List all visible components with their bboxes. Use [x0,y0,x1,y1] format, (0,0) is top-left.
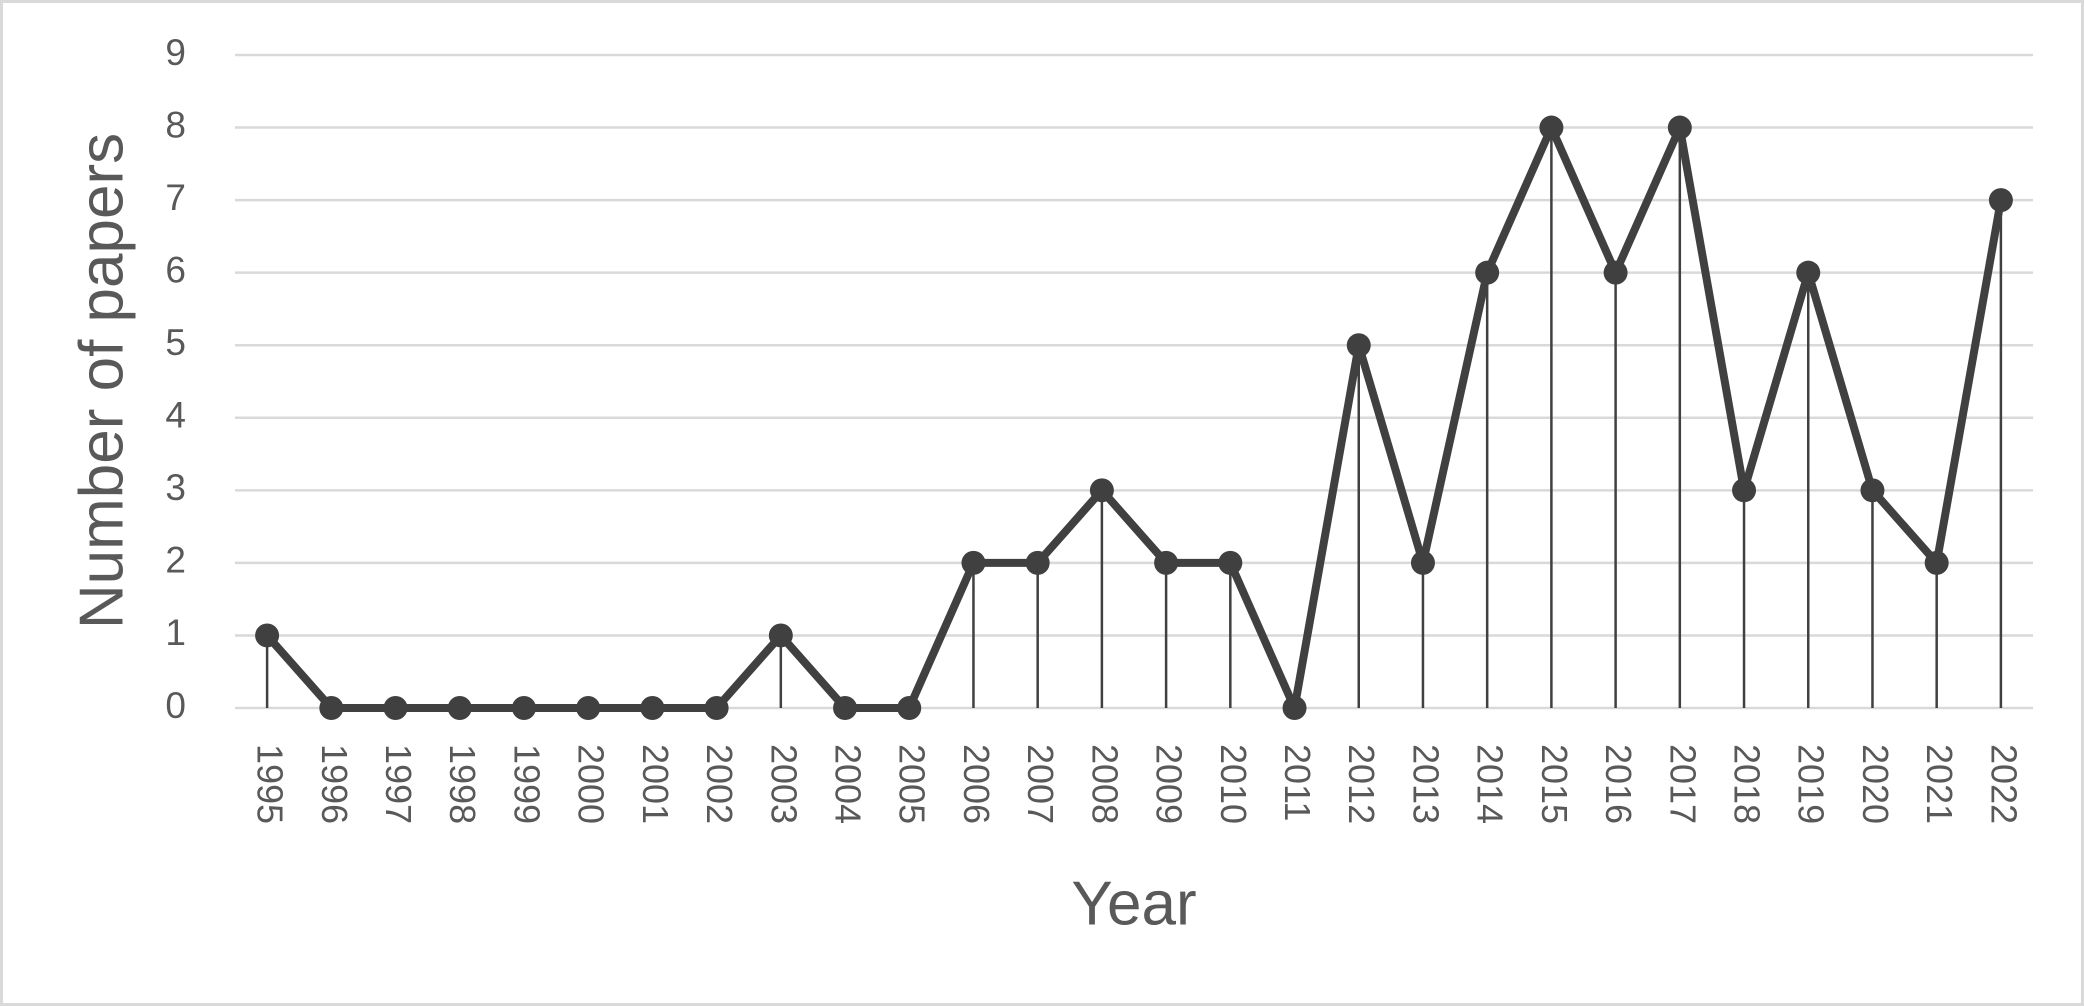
x-tick-label: 2020 [1855,744,1896,824]
y-tick-label: 7 [165,177,186,218]
y-tick-label: 9 [165,32,186,73]
data-point [1089,478,1114,503]
y-tick-label: 8 [165,104,186,145]
x-tick-label: 2002 [699,744,740,824]
x-tick-label: 2006 [956,744,997,824]
x-tick-label: 1997 [378,744,419,824]
x-tick-label: 2005 [892,744,933,824]
x-tick-label: 2013 [1405,744,1446,824]
data-point [511,696,536,720]
y-tick-label: 5 [165,322,186,363]
data-point [640,696,665,720]
x-axis-title: Year [1071,869,1196,938]
x-tick-label: 2010 [1213,744,1254,824]
data-point [1218,550,1243,575]
data-point [383,696,408,720]
x-tick-label: 1995 [250,744,291,824]
x-tick-label: 2009 [1149,744,1190,824]
data-point [704,696,729,720]
y-tick-label: 3 [165,467,186,508]
y-tick-label: 0 [165,685,186,726]
data-point [447,696,472,720]
x-tick-label: 1999 [506,744,547,824]
data-point [1475,260,1500,285]
data-point [1860,478,1885,503]
data-point [961,550,986,575]
x-tick-label: 2016 [1598,744,1639,824]
x-tick-label: 2014 [1470,744,1511,824]
data-point [1667,115,1692,140]
x-tick-label: 2015 [1534,744,1575,824]
data-point [1732,478,1757,503]
data-point [1603,260,1628,285]
x-tick-label: 2003 [763,744,804,824]
data-point [1924,550,1949,575]
x-tick-label: 2022 [1983,744,2024,824]
data-point [1410,550,1435,575]
data-point [897,696,922,720]
x-tick-label: 2021 [1919,744,1960,824]
data-point [1539,115,1564,140]
data-point [1988,188,2013,213]
x-tick-label: 2019 [1791,744,1832,824]
data-point [1796,260,1821,285]
x-tick-label: 1998 [442,744,483,824]
x-tick-label: 2007 [1020,744,1061,824]
data-point [1282,696,1307,720]
y-tick-label: 4 [165,395,186,436]
x-tick-label: 2012 [1341,744,1382,824]
data-point [1025,550,1050,575]
data-point [319,696,344,720]
data-point [833,696,858,720]
data-point [1154,550,1179,575]
x-tick-label: 2000 [571,744,612,824]
x-tick-label: 2018 [1727,744,1768,824]
x-tick-label: 2004 [828,744,869,824]
y-tick-label: 1 [165,612,186,653]
y-tick-label: 2 [165,540,186,581]
y-tick-label: 6 [165,249,186,290]
x-tick-label: 2001 [635,744,676,824]
x-tick-label: 2011 [1277,744,1318,821]
data-point [255,623,280,648]
x-tick-label: 1996 [314,744,355,824]
y-axis-title: Number of papers [67,133,136,629]
data-point [1346,333,1371,358]
data-point [768,623,793,648]
x-tick-label: 2017 [1662,744,1703,824]
data-point [576,696,601,720]
data-line [264,123,2005,712]
x-tick-label: 2008 [1084,744,1125,824]
